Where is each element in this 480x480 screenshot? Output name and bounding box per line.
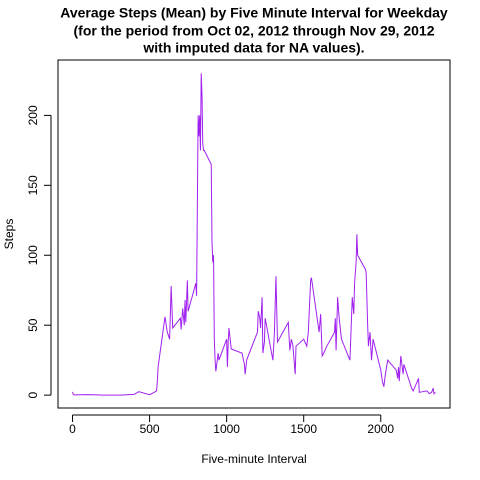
y-tick-label: 0 (26, 391, 40, 398)
chart-title: (for the period from Oct 02, 2012 throug… (74, 23, 435, 39)
x-tick-label: 0 (69, 422, 76, 436)
y-tick-label: 150 (26, 175, 40, 195)
y-tick-label: 200 (26, 105, 40, 125)
chart-title: Average Steps (Mean) by Five Minute Inte… (60, 5, 448, 21)
x-tick-label: 500 (140, 422, 160, 436)
y-tick-label: 100 (26, 245, 40, 265)
x-axis-label: Five-minute Interval (201, 452, 306, 466)
y-tick-label: 50 (26, 318, 40, 332)
chart-title: with imputed data for NA values). (142, 40, 364, 56)
x-tick-label: 1000 (213, 422, 240, 436)
y-axis-label: Steps (2, 219, 16, 250)
x-tick-label: 2000 (367, 422, 394, 436)
x-tick-label: 1500 (290, 422, 317, 436)
data-line (72, 73, 436, 396)
plot-frame (57, 59, 451, 409)
